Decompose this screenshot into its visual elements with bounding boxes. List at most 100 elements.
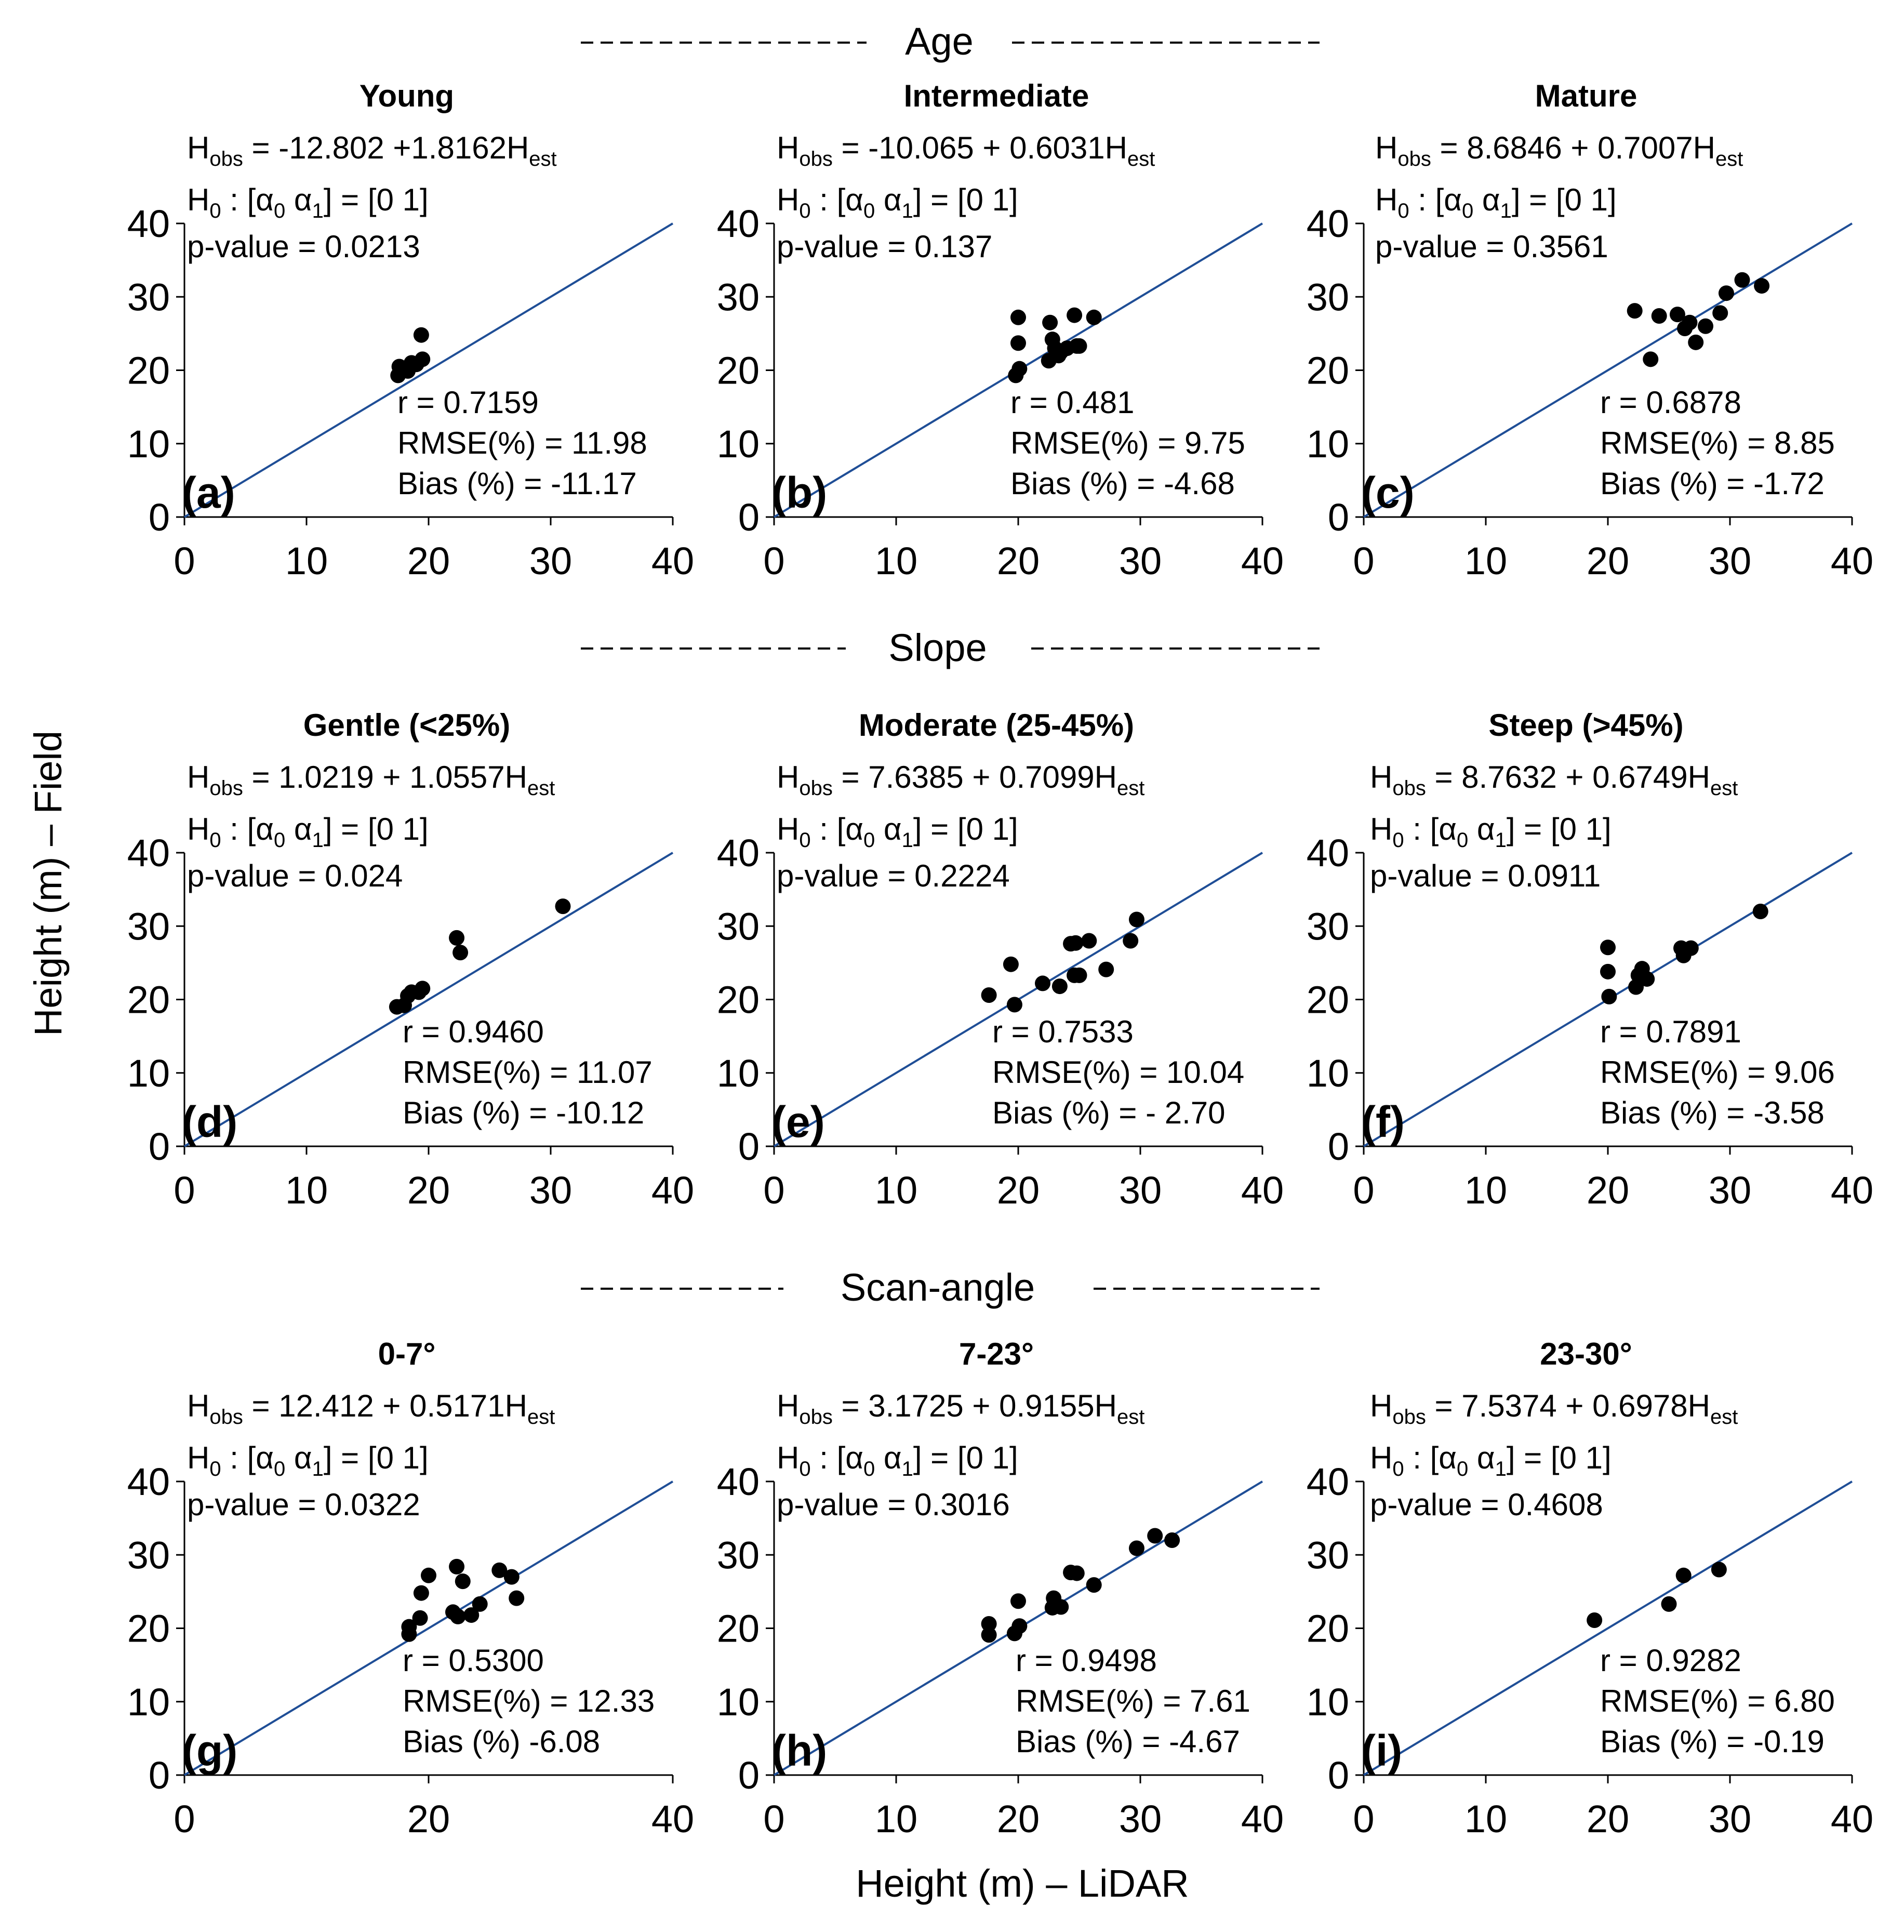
stat-r: r = 0.9282 xyxy=(1600,1643,1741,1678)
h0-part: 0 xyxy=(1457,829,1468,852)
h0-part: ] xyxy=(1603,1440,1612,1475)
h0-part: ] xyxy=(1603,812,1612,846)
stat-bias: Bias (%) = -4.68 xyxy=(1010,466,1235,501)
h0-part xyxy=(922,182,931,217)
x-tick-label: 40 xyxy=(1241,1169,1284,1212)
h0-part: 0 xyxy=(209,200,221,222)
data-point xyxy=(981,987,997,1003)
section-header-slope: Slope xyxy=(581,626,1320,669)
scatter-panel-f: Steep (>45%)Hobs = 8.7632 + 0.6749HestH0… xyxy=(1307,708,1873,1212)
data-point xyxy=(1628,979,1644,995)
h0-part xyxy=(1473,182,1482,217)
data-point xyxy=(1068,935,1084,951)
h0-part xyxy=(983,1440,992,1475)
h0-part xyxy=(332,1440,341,1475)
y-tick-label: 20 xyxy=(127,978,170,1022)
one-to-one-line xyxy=(1363,222,1853,518)
data-point xyxy=(1086,1577,1102,1593)
h0-part: : xyxy=(811,182,837,217)
h0-part: α xyxy=(294,1440,312,1475)
h0-part xyxy=(359,182,368,217)
panel-letter: (a) xyxy=(182,468,235,517)
h0-part: = xyxy=(930,1440,949,1475)
h0-part: [ xyxy=(368,1440,377,1475)
data-point xyxy=(413,1585,429,1601)
h0-part: [ xyxy=(1430,1440,1439,1475)
h0-part xyxy=(1468,1440,1477,1475)
data-point xyxy=(503,1569,520,1585)
h0-part: α xyxy=(1482,182,1500,217)
h0-part: 0 xyxy=(1560,812,1577,846)
h0-part: 0 xyxy=(863,829,875,852)
eq-obs-sub: obs xyxy=(209,777,243,800)
regression-equation: Hobs = 7.6385 + 0.7099Hest xyxy=(777,760,1144,800)
null-hypothesis: H0 : [α0 α1] = [0 1] xyxy=(187,182,429,222)
h0-part: [ xyxy=(837,182,846,217)
x-tick-label: 20 xyxy=(407,539,450,583)
h0-part: 0 xyxy=(1462,200,1473,222)
data-point xyxy=(1010,309,1026,325)
h0-part: 1 xyxy=(403,812,420,846)
y-tick-label: 0 xyxy=(738,1125,760,1168)
x-tick-label: 30 xyxy=(1119,539,1162,583)
h0-part: 1 xyxy=(992,812,1009,846)
eq-h-symbol: H xyxy=(187,760,209,795)
panel-title: 7-23° xyxy=(959,1336,1034,1371)
data-point xyxy=(1128,1540,1144,1556)
h0-part: ] xyxy=(420,812,429,846)
data-point xyxy=(1128,911,1144,928)
x-tick-label: 40 xyxy=(651,1169,694,1212)
data-point xyxy=(1050,348,1067,364)
y-tick-label: 30 xyxy=(717,275,760,319)
y-tick-label: 20 xyxy=(1307,1607,1349,1650)
data-point xyxy=(1011,1618,1028,1634)
data-point xyxy=(981,1627,997,1643)
h0-part: 0 xyxy=(799,1458,810,1480)
eq-h-symbol-est: H xyxy=(507,130,529,165)
h0-part xyxy=(1577,1440,1586,1475)
x-tick-label: 20 xyxy=(997,539,1040,583)
data-point xyxy=(1627,303,1643,319)
x-tick-label: 10 xyxy=(1464,1797,1507,1841)
h0-part: H xyxy=(1370,1440,1392,1475)
stat-rmse: RMSE(%) = 12.33 xyxy=(403,1684,655,1718)
h0-part: ] xyxy=(1512,182,1521,217)
h0-part: α xyxy=(294,182,312,217)
h0-part: 1 xyxy=(1586,1440,1603,1475)
figure-xlabel: Height (m) – LiDAR xyxy=(856,1862,1189,1905)
y-tick-label: 10 xyxy=(717,422,760,466)
y-tick-label: 40 xyxy=(717,202,760,245)
h0-part xyxy=(394,1440,403,1475)
x-tick-label: 20 xyxy=(997,1797,1040,1841)
stat-bias: Bias (%) = -10.12 xyxy=(403,1095,644,1130)
regression-equation: Hobs = -12.802 +1.8162Hest xyxy=(187,130,557,170)
data-point xyxy=(491,1562,508,1578)
regression-equation: Hobs = 1.0219 + 1.0557Hest xyxy=(187,760,555,800)
h0-part: α xyxy=(845,812,863,846)
x-tick-label: 10 xyxy=(875,1169,917,1212)
p-value: p-value = 0.0911 xyxy=(1370,858,1601,893)
scatter-panel-d: Gentle (<25%)Hobs = 1.0219 + 1.0557HestH… xyxy=(127,708,694,1212)
h0-part: : xyxy=(811,1440,837,1475)
h0-part: : xyxy=(1404,1440,1430,1475)
h0-part: 0 xyxy=(377,812,394,846)
y-tick-label: 0 xyxy=(149,1125,170,1168)
x-tick-label: 10 xyxy=(285,1169,328,1212)
y-tick-label: 30 xyxy=(127,1533,170,1577)
h0-part xyxy=(1582,182,1591,217)
y-tick-label: 10 xyxy=(1307,1052,1349,1095)
h0-part: 0 xyxy=(377,1440,394,1475)
stat-rmse: RMSE(%) = 11.98 xyxy=(397,426,647,460)
h0-part xyxy=(359,1440,368,1475)
one-to-one-line xyxy=(1363,1480,1853,1776)
h0-part: 0 xyxy=(966,182,983,217)
x-tick-label: 20 xyxy=(407,1169,450,1212)
h0-part xyxy=(1542,812,1551,846)
eq-est-sub: est xyxy=(527,1406,555,1428)
h0-part: = xyxy=(1524,1440,1542,1475)
data-point xyxy=(1051,978,1068,995)
stat-bias: Bias (%) = - 2.70 xyxy=(992,1095,1226,1130)
data-point xyxy=(413,327,429,343)
data-point xyxy=(1069,1565,1085,1581)
